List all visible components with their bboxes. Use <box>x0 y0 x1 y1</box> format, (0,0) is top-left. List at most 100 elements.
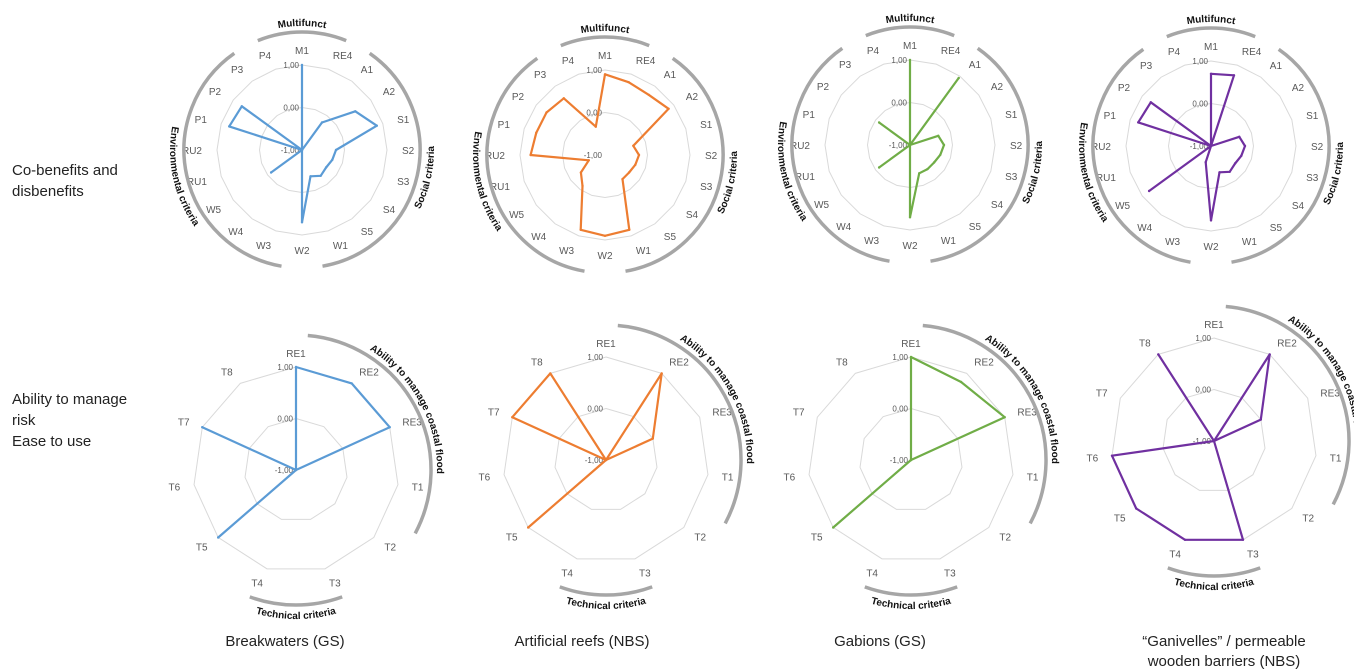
data-point <box>1205 161 1207 163</box>
axis-label: S3 <box>397 177 410 188</box>
data-point <box>652 437 654 439</box>
axis-label: W2 <box>598 251 613 262</box>
axis-label: S2 <box>1311 142 1324 153</box>
data-point <box>926 168 928 170</box>
data-point <box>634 164 636 166</box>
data-point <box>301 221 303 223</box>
axis-label: RE2 <box>974 358 994 369</box>
criteria-arc <box>865 587 957 595</box>
axis-label: P3 <box>839 60 852 71</box>
criteria-arc <box>923 326 1046 524</box>
axis-label: A2 <box>1292 83 1305 94</box>
tick-label: 1,00 <box>1195 334 1211 343</box>
axis-label: T5 <box>506 533 518 544</box>
data-point <box>1148 190 1150 192</box>
data-point <box>545 111 547 113</box>
axis-label: T4 <box>251 578 263 589</box>
axis-label: P3 <box>1140 61 1153 72</box>
axis-label: RE4 <box>941 46 961 57</box>
data-point <box>632 145 634 147</box>
criteria-arc <box>1226 307 1349 505</box>
data-point <box>604 235 606 237</box>
data-series-line <box>879 60 959 217</box>
criteria-arc <box>866 27 954 36</box>
data-point <box>605 459 607 461</box>
axis-label: S4 <box>686 210 699 221</box>
axis-label: RE2 <box>359 368 379 379</box>
axis-label: S2 <box>705 151 718 162</box>
data-point <box>1210 73 1212 75</box>
axis-label: P4 <box>1168 47 1181 58</box>
data-point <box>661 372 663 374</box>
tick-label: 0,00 <box>1192 100 1208 109</box>
criteria-label: Multifunct <box>277 18 328 31</box>
tick-label: 1,00 <box>283 61 299 70</box>
data-point <box>1234 162 1236 164</box>
criteria-arc <box>250 597 342 605</box>
grid-ring <box>563 113 648 198</box>
data-series-line <box>1112 354 1270 539</box>
data-point <box>549 372 551 374</box>
tick-label: 1,00 <box>1192 57 1208 66</box>
data-point <box>878 121 880 123</box>
axis-label: W3 <box>864 236 879 247</box>
axis-label: T3 <box>1247 549 1259 560</box>
data-point <box>1213 440 1215 442</box>
axis-label: M1 <box>903 41 917 52</box>
data-point <box>581 185 583 187</box>
axis-label: S2 <box>1010 141 1023 152</box>
axis-label: T5 <box>811 533 823 544</box>
data-point <box>1157 353 1159 355</box>
data-series-line <box>229 65 377 222</box>
axis-label: RE1 <box>286 349 306 360</box>
axis-label: A2 <box>383 87 396 98</box>
data-point <box>1004 416 1006 418</box>
data-point <box>535 132 537 134</box>
radar-chart: 1,00 0,00 -1,00 M1 RE4 A1 A2 S1 S2 S3 S4 S5 W1 W2 W3 W4… <box>1076 14 1346 276</box>
axis-label: T7 <box>178 417 190 428</box>
data-point <box>910 459 912 461</box>
data-point <box>1229 171 1231 173</box>
data-point <box>201 426 203 428</box>
tick-label: 0,00 <box>892 405 908 414</box>
data-point <box>580 229 582 231</box>
data-point <box>1210 219 1212 221</box>
axis-label: P3 <box>534 70 547 81</box>
axis-label: T8 <box>221 368 233 379</box>
axis-label: T1 <box>1027 473 1039 484</box>
data-point <box>563 97 565 99</box>
axis-label: RE2 <box>669 358 689 369</box>
axis-label: RE1 <box>1204 320 1224 331</box>
axis-label: P4 <box>867 46 880 57</box>
tick-label: 0,00 <box>891 99 907 108</box>
radar-chart: 1,000,00-1,00RE1RE2RE3T1T2T3T4T5T6T7T8Ab… <box>169 330 446 623</box>
axis-label: W1 <box>941 236 956 247</box>
data-point <box>648 94 650 96</box>
axis-label: T3 <box>639 568 651 579</box>
data-point <box>1184 539 1186 541</box>
axis-label: T6 <box>479 473 491 484</box>
criteria-arc <box>1168 568 1260 576</box>
axis-label: S3 <box>700 182 713 193</box>
data-point <box>960 381 962 383</box>
axis-label: RE1 <box>596 339 616 350</box>
data-point <box>527 526 529 528</box>
data-series-line <box>512 373 661 527</box>
tick-label: 0,00 <box>586 109 602 118</box>
data-point <box>1242 539 1244 541</box>
tick-label: 0,00 <box>277 415 293 424</box>
data-point <box>604 73 606 75</box>
tick-label: 1,00 <box>892 353 908 362</box>
radar-chart: 1,000,00-1,00RE1RE2RE3T1T2T3T4T5T6T7T8Ab… <box>479 320 756 613</box>
tick-label: 0,00 <box>587 405 603 414</box>
axis-label: P2 <box>817 82 830 93</box>
data-point <box>909 144 911 146</box>
data-point <box>529 154 531 156</box>
axis-label: A1 <box>361 65 374 76</box>
data-point <box>1260 418 1262 420</box>
axis-label: S1 <box>700 120 713 131</box>
axis-label: T5 <box>196 543 208 554</box>
axis-label: S5 <box>664 232 677 243</box>
axis-label: W4 <box>1137 223 1152 234</box>
data-point <box>1137 121 1139 123</box>
